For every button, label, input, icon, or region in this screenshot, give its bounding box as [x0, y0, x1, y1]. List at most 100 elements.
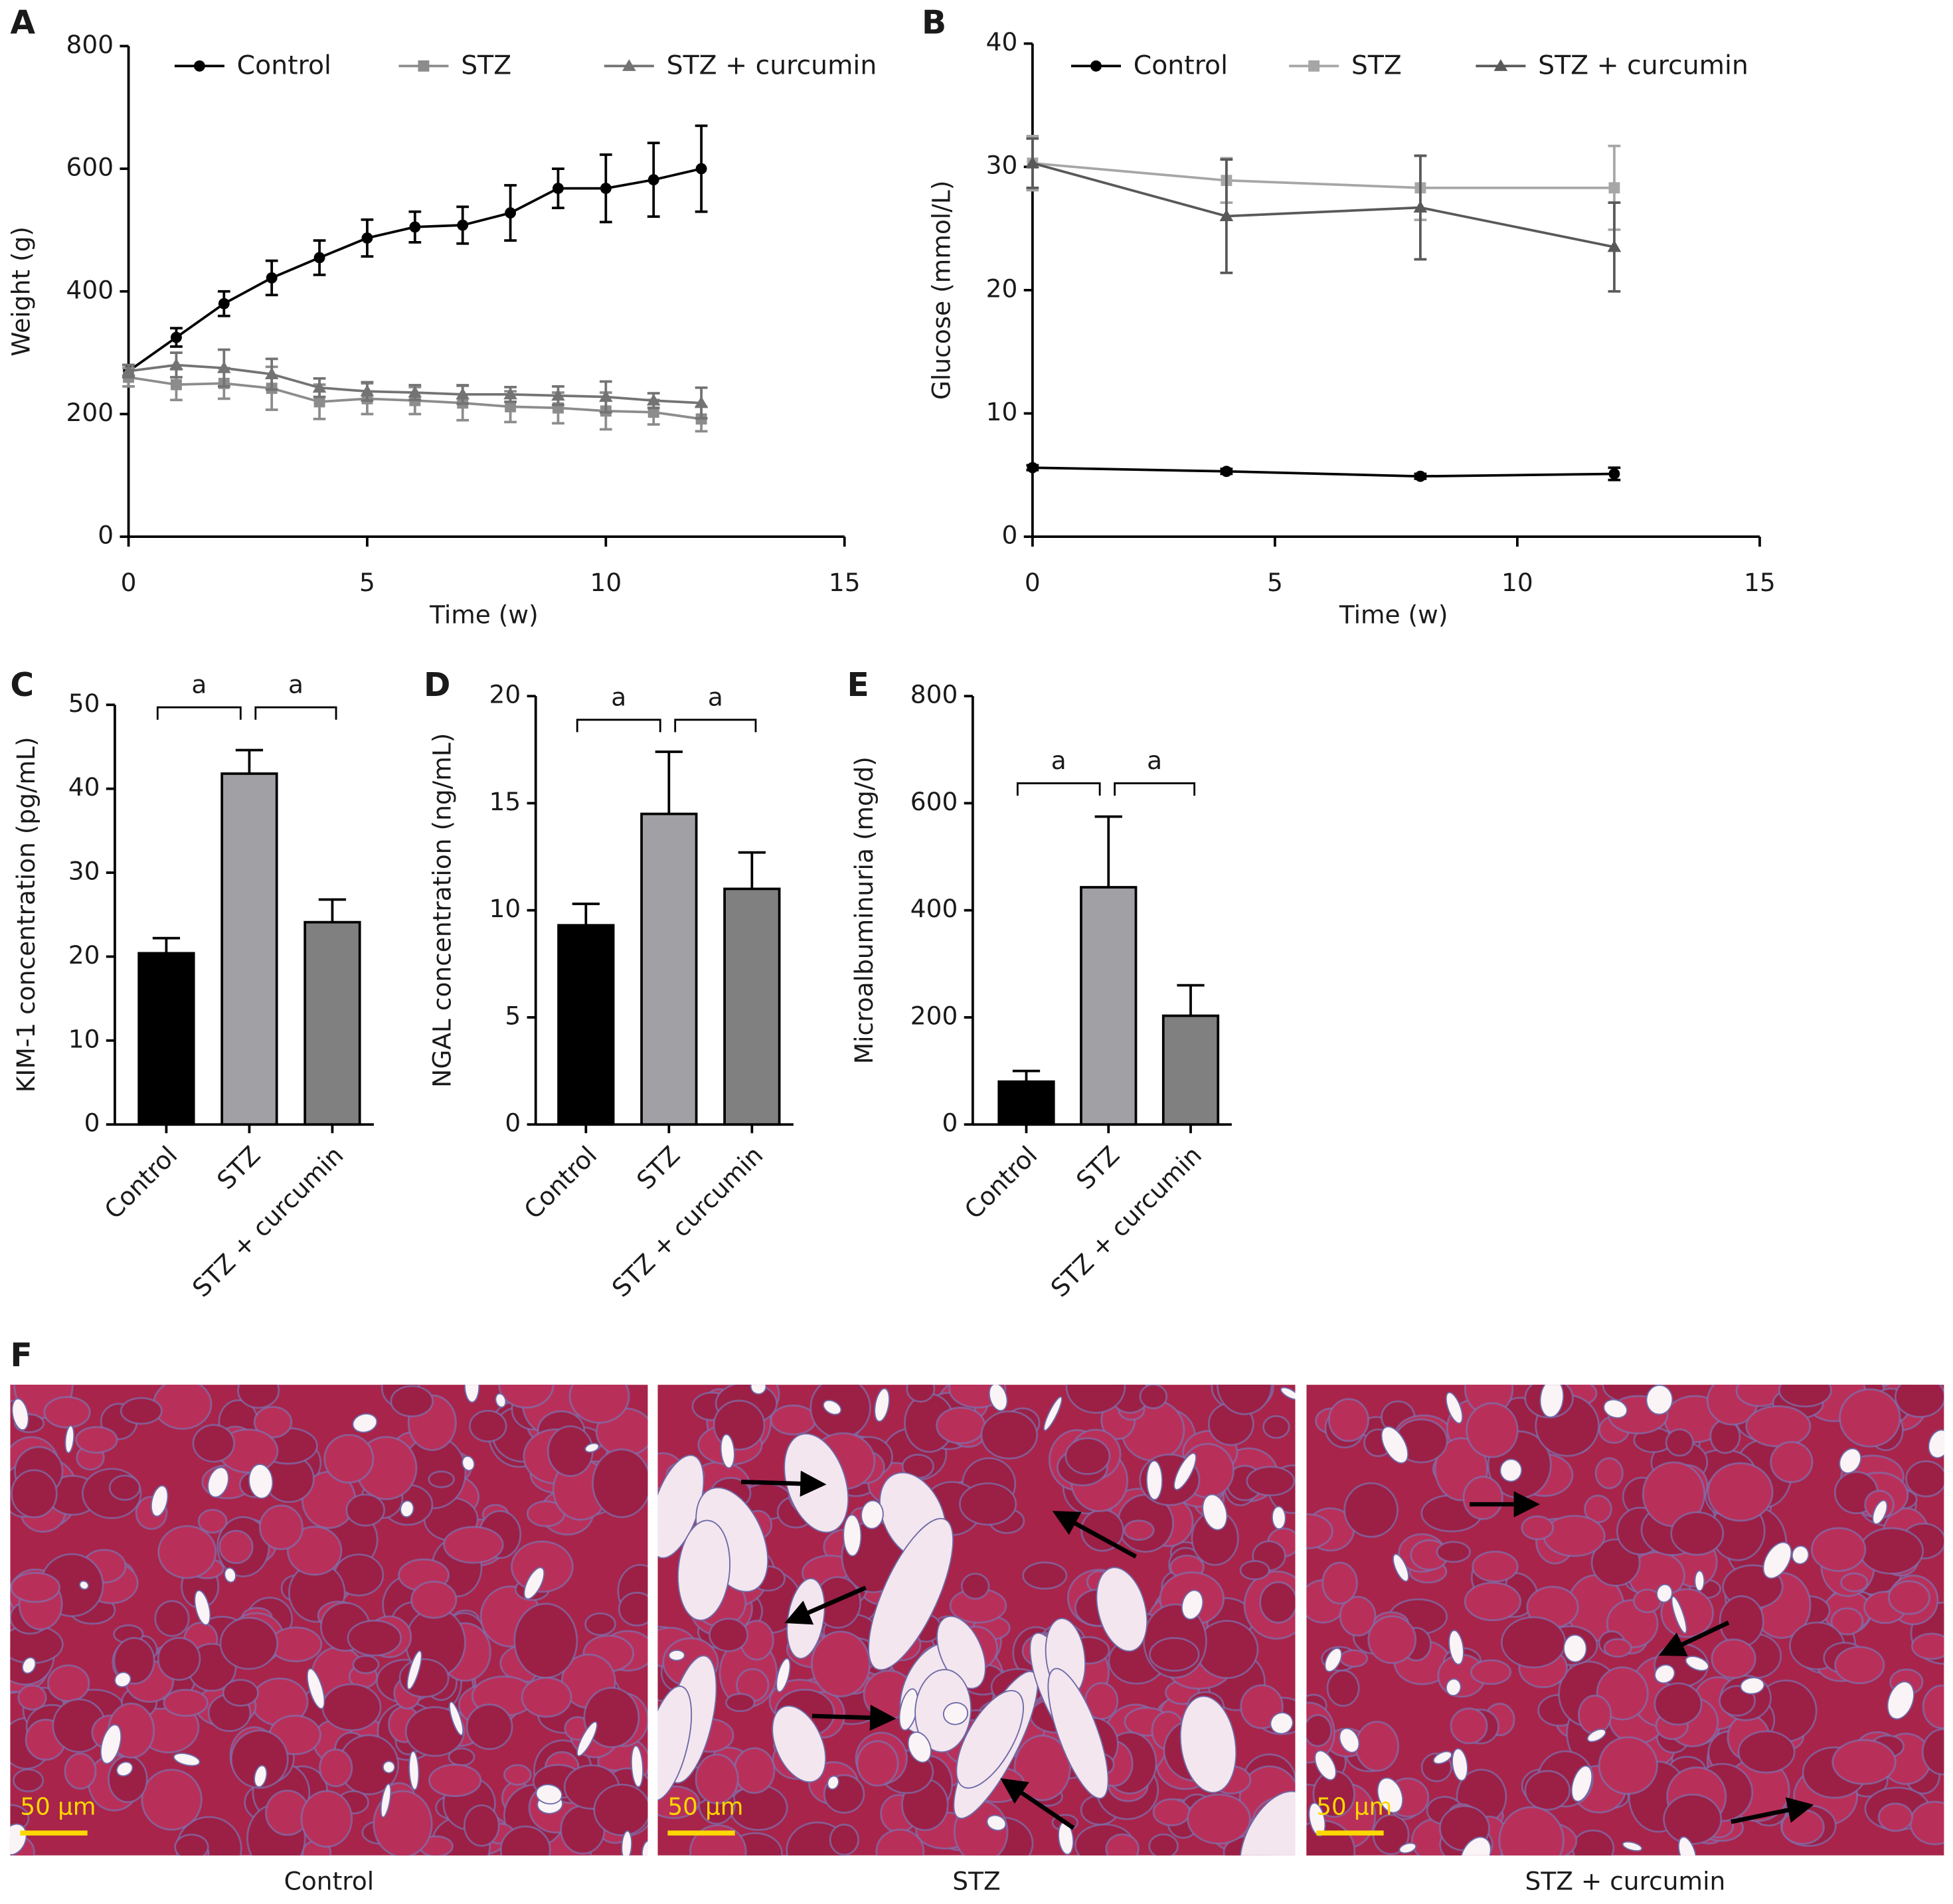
lumen	[1043, 1396, 1062, 1431]
tubule	[404, 1706, 466, 1757]
lumen	[776, 1658, 791, 1693]
tubule	[347, 1619, 402, 1657]
significance-label: a	[1051, 746, 1066, 775]
tubule	[258, 1504, 303, 1551]
lumen	[1762, 1541, 1792, 1579]
tubule	[959, 1482, 1017, 1526]
data-point	[408, 385, 422, 398]
lumen	[173, 1753, 201, 1767]
lumen	[523, 1567, 545, 1600]
image-caption: STZ	[952, 1867, 1000, 1896]
tubule	[11, 1469, 58, 1519]
lumen	[535, 1784, 563, 1805]
tubule	[222, 1679, 259, 1707]
x-tick-label: STZ	[211, 1140, 266, 1195]
error-bar	[1012, 1069, 1041, 1082]
tubule	[856, 1740, 899, 1787]
data-point	[599, 390, 613, 402]
lumen	[1239, 1790, 1296, 1856]
legend-marker	[418, 60, 430, 72]
data-point	[646, 393, 661, 406]
lumen	[1694, 1570, 1705, 1592]
lumen	[1887, 1681, 1914, 1720]
significance-bracket	[156, 706, 242, 720]
x-tick-label: 15	[829, 568, 861, 597]
legend-label: Control	[237, 50, 331, 81]
tubule	[725, 1693, 756, 1713]
tubule	[1663, 1793, 1723, 1845]
tubule	[321, 1683, 382, 1731]
data-point	[1025, 156, 1040, 169]
lumen	[194, 1590, 211, 1626]
tubule	[733, 1747, 776, 1794]
data-point	[1221, 466, 1232, 477]
tubule	[1887, 1580, 1930, 1615]
x-tick-label: 15	[1744, 568, 1776, 597]
lumen	[657, 1686, 693, 1802]
legend-marker	[1493, 59, 1508, 71]
tubule	[503, 1764, 532, 1786]
x-tick-label: 0	[1025, 568, 1041, 597]
tubule	[1909, 1800, 1944, 1846]
data-point	[360, 384, 375, 396]
tubule	[1707, 1462, 1774, 1522]
lumen	[462, 1455, 475, 1472]
lumen	[750, 1385, 767, 1395]
tubule	[286, 1525, 343, 1576]
lumen	[1445, 1678, 1462, 1697]
data-point	[312, 381, 327, 393]
lumen	[668, 1650, 685, 1662]
tubule	[1462, 1476, 1503, 1520]
tubule	[1022, 1561, 1068, 1590]
tubule	[1778, 1385, 1832, 1408]
lumen	[1656, 1583, 1673, 1603]
lumen	[116, 1761, 133, 1777]
lumen	[907, 1731, 932, 1763]
tubule	[1327, 1398, 1369, 1442]
significance-bracket	[1016, 782, 1101, 796]
y-tick-label: 0	[505, 1108, 521, 1138]
lumen	[1539, 1385, 1565, 1418]
data-point	[266, 272, 278, 284]
data-point	[552, 183, 564, 195]
tubule	[10, 1571, 61, 1603]
tubule	[657, 1785, 701, 1820]
data-point	[1413, 201, 1428, 213]
tubule	[1450, 1707, 1488, 1745]
tubule	[1670, 1511, 1725, 1556]
tubule	[1780, 1809, 1825, 1845]
legend-label: STZ + curcumin	[667, 50, 877, 81]
tubule	[1737, 1730, 1796, 1774]
significance-label: a	[1147, 746, 1162, 775]
y-tick-label: 5	[505, 1001, 521, 1030]
y-tick-label: 40	[986, 27, 1018, 56]
lumen	[986, 1814, 1007, 1832]
lumen	[1381, 1426, 1409, 1464]
tubule	[498, 1385, 554, 1409]
y-tick-label: 200	[910, 1001, 958, 1030]
lumen	[621, 1830, 633, 1856]
y-tick-label: 600	[66, 153, 114, 182]
series-line	[1032, 466, 1614, 478]
lumen	[1393, 1553, 1410, 1583]
lumen	[1181, 1589, 1204, 1620]
scale-bar-label: 50 μm	[1316, 1794, 1392, 1821]
lumen	[1740, 1677, 1765, 1695]
tubule	[1326, 1670, 1360, 1707]
y-tick-label: 400	[66, 275, 114, 304]
tubule	[584, 1612, 616, 1636]
tubule	[592, 1448, 648, 1518]
tubule	[936, 1407, 986, 1444]
tubule	[1571, 1829, 1615, 1856]
data-point	[169, 358, 183, 371]
tubule	[1921, 1728, 1944, 1776]
lumen	[1271, 1506, 1286, 1530]
y-axis-label: NGAL concentration (ng/mL)	[427, 733, 456, 1088]
tubule	[1922, 1684, 1944, 1729]
data-point	[171, 379, 182, 390]
lumen	[1377, 1777, 1404, 1814]
series-line	[127, 167, 702, 373]
tubule	[1839, 1388, 1901, 1448]
y-tick-label: 10	[986, 397, 1018, 426]
lumen	[254, 1765, 268, 1788]
